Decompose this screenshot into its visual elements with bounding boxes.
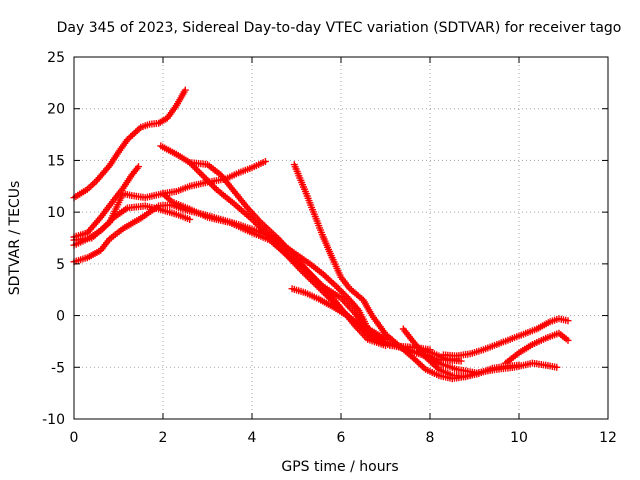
data-point-marker [317,281,325,289]
y-tick-label: 25 [47,50,65,66]
data-point-marker [515,361,523,369]
data-point-marker [553,363,561,371]
data-point-marker [410,355,418,362]
x-tick-label: 4 [248,430,257,446]
y-tick-label: -5 [51,360,65,376]
data-point-marker [415,359,423,367]
y-tick-label: 10 [47,205,65,221]
data-point-marker [186,215,194,223]
y-axis-label: SDTVAR / TECUs [7,181,23,296]
data-point-marker [564,317,572,325]
series-trace-14 [502,329,572,367]
data-point-marker [457,357,465,365]
series-trace-8 [186,159,389,350]
data-point-marker [382,342,389,350]
data-point-marker [261,158,269,165]
data-point-marker [197,170,205,178]
x-tick-label: 6 [337,430,346,446]
y-tick-label: -10 [42,412,65,428]
data-point-marker [199,172,207,180]
data-series [70,86,572,383]
data-point-marker [130,130,138,137]
x-tick-label: 8 [426,430,435,446]
y-tick-label: 20 [47,102,65,118]
data-point-marker [125,134,133,142]
x-tick-label: 12 [599,430,617,446]
data-point-marker [181,86,189,94]
data-point-marker [338,288,346,296]
data-point-marker [194,167,202,175]
data-point-marker [135,163,142,171]
axis-ticks: 0 2 4 6 8 10 12 -10 -5 0 5 10 15 20 25 [42,50,617,446]
data-point-marker [422,353,430,361]
x-tick-label: 2 [159,430,168,446]
series-trace-10 [288,285,389,343]
series-trace-1 [70,86,189,202]
data-point-marker [278,246,285,254]
x-tick-label: 10 [510,430,528,446]
data-point-marker [321,272,329,280]
data-point-marker [326,276,334,284]
series-trace-2 [70,163,142,241]
data-point-marker [382,335,389,343]
data-point-marker [196,169,204,177]
chart-title: Day 345 of 2023, Sidereal Day-to-day VTE… [57,20,622,36]
y-tick-label: 5 [56,257,65,273]
y-tick-label: 15 [47,153,65,169]
data-point-marker [427,358,435,366]
data-point-marker [564,336,572,344]
x-axis-label: GPS time / hours [281,459,398,475]
series-trace-13 [439,315,572,360]
data-point-marker [432,362,440,370]
x-tick-label: 0 [70,430,79,446]
data-point-marker [209,182,217,190]
y-tick-label: 0 [56,309,65,325]
